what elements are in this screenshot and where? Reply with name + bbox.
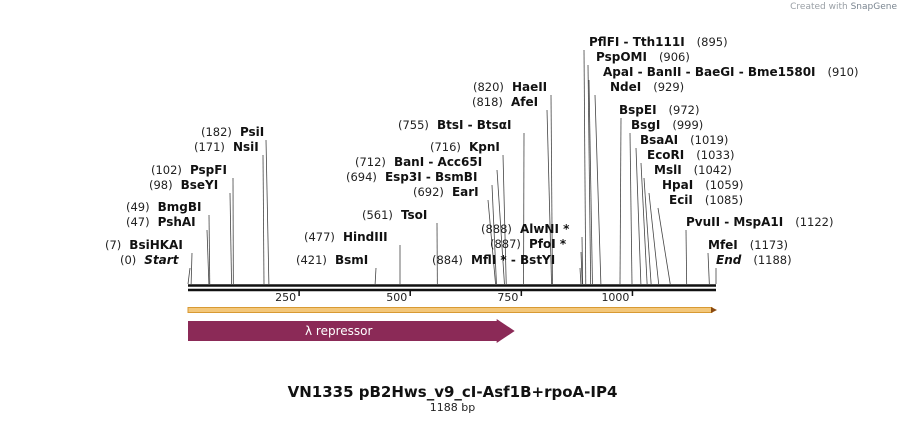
restriction-site-label[interactable]: (887) PfoI *: [490, 237, 567, 251]
restriction-site-label[interactable]: (755) BtsI - BtsαI: [398, 118, 512, 132]
tick-label: 750: [497, 291, 518, 304]
ruler-ticks: 250 500 750 1000: [275, 290, 634, 304]
site-line: [496, 169, 505, 285]
restriction-site-label[interactable]: EcoRI (1033): [647, 148, 735, 162]
site-line: [206, 229, 210, 285]
site-line: [550, 94, 553, 285]
restriction-site-label[interactable]: (561) TsoI: [362, 208, 427, 222]
site-line: [502, 154, 507, 285]
restriction-site-label[interactable]: MfeI (1173): [708, 238, 788, 252]
site-line: [208, 214, 211, 285]
site-line: [588, 79, 593, 285]
snapgene-credit: Created with SnapGene: [790, 2, 897, 12]
site-line: [187, 267, 191, 285]
restriction-site-label[interactable]: (818) AfeI: [472, 95, 538, 109]
credit-prefix: Created with: [790, 2, 848, 12]
restriction-site-label[interactable]: (47) PshAI: [126, 215, 196, 229]
feature-arrow[interactable]: [188, 319, 515, 343]
restriction-site-label[interactable]: (888) AlwNI *: [481, 222, 570, 236]
site-line: [587, 64, 592, 285]
restriction-site-label[interactable]: End (1188): [716, 253, 792, 267]
restriction-site-label[interactable]: (49) BmgBI: [126, 200, 201, 214]
site-line: [229, 192, 232, 285]
restriction-site-label[interactable]: HpaI (1059): [662, 178, 743, 192]
restriction-site-label[interactable]: (716) KpnI: [430, 140, 500, 154]
site-line: [629, 132, 633, 285]
restriction-site-label[interactable]: (477) HindIII: [304, 230, 388, 244]
restriction-site-label[interactable]: PspOMI (906): [596, 50, 690, 64]
site-line: [640, 162, 648, 285]
restriction-site-label[interactable]: (171) NsiI: [194, 140, 259, 154]
restriction-site-label[interactable]: (692) EarI: [413, 185, 479, 199]
site-line: [374, 267, 377, 285]
restriction-site-label[interactable]: ApaI - BanII - BaeGI - Bme1580I (910): [603, 65, 858, 79]
site-line: [546, 109, 552, 285]
restriction-site-label[interactable]: BspEI (972): [619, 103, 699, 117]
orf-track: [187, 307, 717, 313]
snapgene-logo: SnapGene: [850, 2, 897, 12]
restriction-site-label[interactable]: (7) BsiHKAI: [105, 238, 183, 252]
restriction-site-label[interactable]: BsaAI (1019): [640, 133, 728, 147]
plasmid-length: 1188 bp: [429, 401, 476, 414]
site-line: [648, 192, 660, 285]
restriction-site-label[interactable]: MslI (1042): [654, 163, 732, 177]
site-line: [581, 236, 584, 285]
restriction-site-label[interactable]: PflFI - Tth111I (895): [589, 35, 728, 49]
restriction-site-label[interactable]: EciI (1085): [669, 193, 743, 207]
site-line: [583, 49, 587, 285]
restriction-site-label[interactable]: (182) PsiI: [201, 125, 264, 139]
restriction-site-label[interactable]: (98) BseYI: [149, 178, 218, 192]
site-line: [190, 252, 193, 285]
site-line: [657, 207, 671, 285]
orf-arrow-icon: [711, 307, 717, 313]
site-lines: [187, 49, 717, 285]
site-line: [491, 184, 497, 285]
tick-label: 500: [386, 291, 407, 304]
tick-label: 250: [275, 291, 296, 304]
restriction-site-label[interactable]: (421) BsmI: [296, 253, 368, 267]
site-labels: (0) Start(7) BsiHKAI (47) PshAI(49) BmgBI (98)…: [105, 35, 858, 267]
feature-track: λ repressor: [188, 319, 515, 343]
site-line: [635, 147, 642, 285]
site-line: [487, 199, 496, 285]
restriction-site-label[interactable]: (694) Esp3I - BsmBI: [346, 170, 477, 184]
site-line: [643, 177, 652, 285]
restriction-site-label[interactable]: (0) Start: [120, 253, 180, 267]
feature-label: λ repressor: [305, 324, 372, 338]
site-line: [579, 267, 582, 285]
site-line: [619, 117, 622, 285]
site-line: [594, 94, 602, 285]
site-line: [262, 154, 265, 285]
restriction-site-label[interactable]: (820) HaeII: [473, 80, 547, 94]
site-line: [707, 252, 710, 285]
plasmid-title: VN1335 pB2Hws_v9_cI-Asf1B+rpoA-IP4: [287, 383, 618, 401]
plasmid-linear-map: 250 500 750 1000 λ repressor (0) Start(7) Bsi…: [105, 35, 858, 343]
restriction-site-label[interactable]: BsgI (999): [631, 118, 703, 132]
orf-bar: [187, 307, 713, 313]
tick-label: 1000: [601, 291, 629, 304]
restriction-site-label[interactable]: NdeI (929): [610, 80, 684, 94]
restriction-site-label[interactable]: (102) PspFI: [151, 163, 227, 177]
site-line: [685, 229, 688, 285]
restriction-site-label[interactable]: (712) BanI - Acc65I: [355, 155, 482, 169]
site-line: [265, 139, 270, 285]
restriction-site-label[interactable]: PvuII - MspA1I (1122): [686, 215, 833, 229]
site-line: [580, 251, 583, 285]
restriction-site-label[interactable]: (884) MflI * - BstYI: [432, 253, 555, 267]
